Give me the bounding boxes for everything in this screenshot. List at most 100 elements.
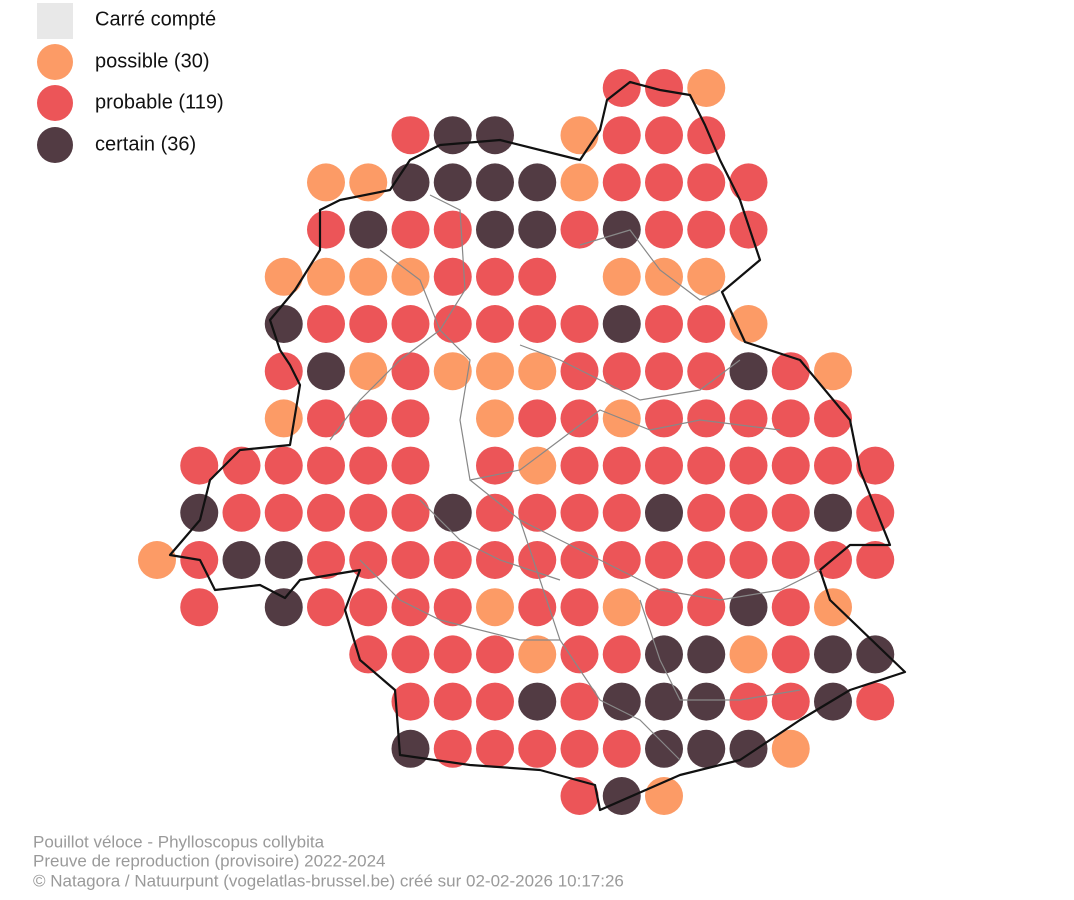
grid-cell: [602, 541, 641, 579]
grid-cell: [518, 635, 557, 674]
grid-cell: [729, 541, 768, 579]
grid-cell: [729, 446, 768, 485]
grid-cell: [856, 635, 895, 674]
legend-swatch: [37, 44, 73, 80]
grid-cell: [560, 729, 599, 768]
grid-cell: [391, 635, 430, 674]
grid-cell: [433, 116, 472, 155]
grid-cell: [814, 588, 852, 627]
grid-cell: [349, 163, 388, 202]
grid-cell: [602, 588, 641, 627]
grid-cell: [264, 446, 303, 485]
grid-cell: [687, 210, 726, 249]
grid-cell: [264, 588, 303, 627]
legend-label: probable (119): [95, 91, 224, 113]
grid-cell: [687, 682, 726, 721]
region-border: [168, 80, 907, 812]
grid-cell: [391, 493, 430, 532]
grid-cell: [645, 729, 683, 768]
grid-cell: [602, 116, 641, 155]
grid-cell: [687, 163, 726, 202]
grid-cell: [814, 352, 852, 391]
grid-cell: [476, 352, 514, 391]
grid-cell: [560, 210, 599, 249]
grid-cell: [771, 399, 810, 438]
grid-cell: [391, 588, 430, 627]
grid-cell: [180, 493, 219, 532]
grid-cell: [645, 116, 683, 155]
grid-cell: [349, 257, 388, 296]
grid-cell: [645, 69, 683, 107]
grid-cell: [518, 729, 557, 768]
grid-cell: [602, 493, 641, 532]
grid-cell: [729, 635, 768, 674]
grid-cell: [814, 493, 852, 532]
grid-cell: [391, 163, 430, 202]
grid-cell: [645, 257, 683, 296]
grid-cell: [560, 352, 599, 391]
grid-cell: [602, 163, 641, 202]
grid-cell: [645, 446, 683, 485]
grid-cell: [391, 541, 430, 579]
grid-cell: [391, 682, 430, 721]
grid-cell: [560, 493, 599, 532]
grid-cell: [771, 541, 810, 579]
grid-cell: [645, 352, 683, 391]
grid-cell: [602, 682, 641, 721]
grid-cell: [264, 352, 303, 391]
grid-cell: [476, 210, 514, 249]
grid-cell: [560, 446, 599, 485]
grid-cell: [687, 446, 726, 485]
grid-cell: [476, 446, 514, 485]
grid-cell: [433, 682, 472, 721]
grid-cell: [814, 446, 852, 485]
grid-cell: [645, 541, 683, 579]
grid-cell: [476, 116, 514, 155]
grid-cell: [645, 588, 683, 627]
municipal-borders: [329, 194, 821, 761]
grid-cell: [307, 493, 345, 532]
grid-cell: [476, 163, 514, 202]
grid-cell: [349, 352, 388, 391]
legend-swatch: [37, 85, 73, 121]
legend-label: Carré compté: [95, 8, 216, 30]
grid-cell: [856, 446, 895, 485]
grid-cell: [391, 729, 430, 768]
grid-cell: [518, 493, 557, 532]
legend-label: possible (30): [95, 50, 210, 72]
grid-cell: [391, 352, 430, 391]
grid-cell: [771, 729, 810, 768]
grid-cell: [729, 588, 768, 627]
grid-cell: [602, 305, 641, 343]
grid-cell: [476, 682, 514, 721]
grid-cell: [729, 682, 768, 721]
grid-cell: [307, 541, 345, 579]
grid-cell: [349, 493, 388, 532]
grid-cell: [729, 729, 768, 768]
footer-line: © Natagora / Natuurpunt (vogelatlas-brus…: [33, 871, 624, 890]
grid-cell: [180, 588, 219, 627]
grid-cell: [771, 682, 810, 721]
legend-swatch: [37, 3, 73, 39]
grid-cell: [729, 305, 768, 343]
grid-cell: [856, 541, 895, 579]
grid-cell: [687, 729, 726, 768]
grid-cell: [391, 257, 430, 296]
grid-cell: [222, 541, 261, 579]
grid-cell: [771, 635, 810, 674]
grid-cell: [560, 682, 599, 721]
grid-cell: [264, 257, 303, 296]
grid-cell: [433, 541, 472, 579]
grid-cell: [433, 257, 472, 296]
grid-cell: [476, 399, 514, 438]
grid-cell: [560, 399, 599, 438]
grid-cell: [687, 305, 726, 343]
grid-cell: [814, 682, 852, 721]
grid-cell: [307, 163, 345, 202]
grid-cell: [349, 399, 388, 438]
grid-cell: [307, 305, 345, 343]
footer-line: Preuve de reproduction (provisoire) 2022…: [33, 851, 385, 870]
grid-cell: [645, 682, 683, 721]
grid-cell: [222, 493, 261, 532]
grid-cell: [645, 210, 683, 249]
